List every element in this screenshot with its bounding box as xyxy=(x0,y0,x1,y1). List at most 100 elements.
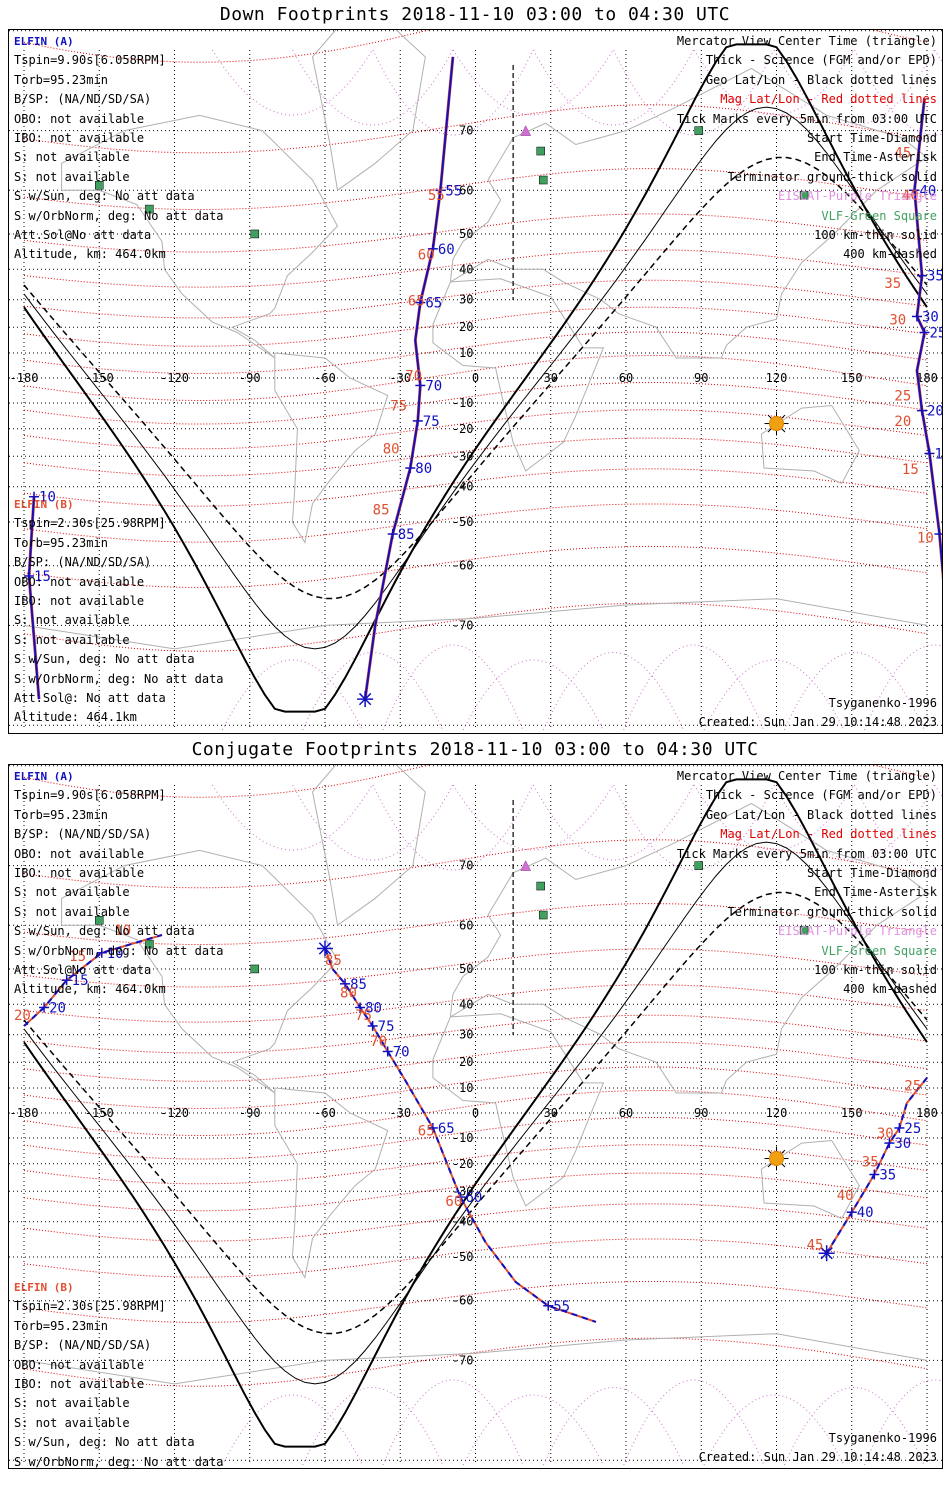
info-line: B/SP: (NA/ND/SD/SA) xyxy=(14,555,152,570)
tick-label: 15 xyxy=(72,973,89,989)
mag-tick-label: 45 xyxy=(807,1237,824,1253)
mag-meridian-south xyxy=(382,1379,524,1466)
tick-label: 15 xyxy=(935,446,942,462)
info-line: OBO: not available xyxy=(14,846,145,861)
mag-meridian-north xyxy=(292,784,454,861)
track-elfin-a: 20 15 10 xyxy=(23,934,163,1027)
lat-tick-label: -60 xyxy=(452,1294,474,1308)
mag-parallel xyxy=(23,1203,928,1242)
mag-parallel xyxy=(23,903,928,945)
mag-tick-label: 30 xyxy=(889,313,906,329)
lon-tick-label: 150 xyxy=(841,1106,863,1120)
tick-label: 80 xyxy=(365,1000,382,1016)
vlf-station-marker xyxy=(145,939,154,949)
mag-parallel xyxy=(23,409,928,450)
legend-line: Terminator ground-thick solid xyxy=(727,169,937,184)
mag-tick-label: 20 xyxy=(14,1008,31,1024)
mag-tick-label: 65 xyxy=(408,293,425,309)
continent-outline xyxy=(432,1013,605,1207)
vlf-station-marker xyxy=(250,229,260,239)
vlf-station-marker xyxy=(538,175,548,185)
lat-tick-label: -60 xyxy=(452,559,474,573)
mag-tick-label: 55 xyxy=(428,188,445,204)
axis-labels: -180 -150 -120 -90 -60 -30 0 30 60 90 120 150 180 70 6… xyxy=(10,124,938,633)
legend-line: 100 km-thin solid xyxy=(814,963,937,978)
mag-tick-label: 25 xyxy=(904,1079,921,1095)
lon-tick-label: -180 xyxy=(10,371,39,385)
info-line: B/SP: (NA/ND/SD/SA) xyxy=(14,1338,152,1353)
mag-tick-label: 85 xyxy=(325,953,342,969)
legend-line: Tick Marks every 5min from 03:00 UTC xyxy=(676,111,937,126)
lat-tick-label: 30 xyxy=(459,1028,473,1042)
tick-label: 70 xyxy=(393,1044,410,1060)
info-line: S w/Sun, deg: No att data xyxy=(14,924,195,939)
map-panel-conj: -180 -150 -120 -90 -60 -30 0 30 60 90 120 150 180 70 6… xyxy=(8,764,943,1469)
lon-tick-label: -120 xyxy=(160,1106,189,1120)
legend-line: 100 km-thin solid xyxy=(814,228,937,243)
mag-meridian-south xyxy=(302,1387,444,1466)
mag-meridian-north xyxy=(613,784,775,871)
lat-tick-label: 20 xyxy=(459,320,473,334)
mag-meridian-south xyxy=(221,659,363,731)
info-line: OBO: not available xyxy=(14,1357,145,1372)
mag-meridian-south xyxy=(543,1387,684,1466)
vlf-station-marker xyxy=(799,925,809,935)
tick-label: 35 xyxy=(879,1168,896,1184)
lon-tick-label: 120 xyxy=(766,371,788,385)
mag-tick-label: 25 xyxy=(894,388,911,404)
legend-line: 400 km-dashed xyxy=(843,247,937,262)
info-line: OBO: not available xyxy=(14,574,145,589)
mag-parallel xyxy=(23,213,928,253)
model-label: Tsyganenko-1996 xyxy=(828,696,937,710)
lon-tick-label: 90 xyxy=(694,371,708,385)
mag-tick-label: 80 xyxy=(340,986,357,1002)
mag-parallel xyxy=(23,948,928,988)
mag-meridian-south xyxy=(302,652,444,731)
tick-label: 75 xyxy=(378,1019,395,1035)
continent-outline xyxy=(311,765,426,926)
mag-tick-label: 15 xyxy=(902,462,919,478)
mag-meridian-north xyxy=(372,784,534,871)
terminator-100km xyxy=(23,106,928,650)
continent-outline xyxy=(760,404,860,485)
mag-parallel xyxy=(23,306,928,347)
vlf-station-marker xyxy=(694,861,703,870)
mag-parallel xyxy=(23,1281,928,1323)
info-line: S: not available xyxy=(14,904,130,919)
info-line: S: not available xyxy=(14,613,130,628)
mag-meridian-north xyxy=(292,49,454,126)
info-line: IBO: not available xyxy=(14,131,145,146)
mag-meridian-north xyxy=(211,784,373,851)
mag-tick-label: 10 xyxy=(114,923,131,939)
lat-tick-label: -50 xyxy=(452,1250,474,1264)
mag-tick-label: 80 xyxy=(383,441,400,457)
legend-line: 400 km-dashed xyxy=(843,982,937,997)
mag-meridian-south xyxy=(462,659,604,731)
mag-tick-label: 30 xyxy=(877,1126,894,1142)
tick-label: 20 xyxy=(49,1000,66,1016)
legend-down: Mercator View Center Time (triangle) Thic… xyxy=(677,32,937,265)
mag-meridian-north xyxy=(452,49,614,116)
lat-tick-label: 10 xyxy=(459,346,473,360)
mag-grid xyxy=(23,765,928,1387)
mag-parallel xyxy=(23,1238,928,1278)
tick-label: 10 xyxy=(39,490,56,506)
mag-tick-label: 65 xyxy=(418,1123,435,1139)
coastlines xyxy=(23,765,928,1385)
end-asterisk xyxy=(358,692,372,706)
mag-meridian-north xyxy=(452,784,614,851)
lat-tick-label: 50 xyxy=(459,227,473,241)
lon-tick-label: -150 xyxy=(85,371,114,385)
lon-tick-label: 90 xyxy=(694,1106,708,1120)
info-line: Torb=95.23min xyxy=(14,1318,108,1333)
legend-line: Geo Lat/Lon - Black dotted lines xyxy=(705,72,937,87)
mag-tick-label: 10 xyxy=(917,531,934,547)
mag-meridian-north xyxy=(211,49,373,116)
lon-tick-label: -30 xyxy=(389,1106,411,1120)
mag-tick-label: 15 xyxy=(69,949,86,965)
tick-label: 65 xyxy=(425,296,442,312)
terminator-ground xyxy=(23,43,928,713)
sun-icon xyxy=(764,1146,789,1171)
info-line: Tspin=9.90s[6.058RPM] xyxy=(14,53,166,68)
legend-line: Start Time-Diamond xyxy=(806,131,937,146)
